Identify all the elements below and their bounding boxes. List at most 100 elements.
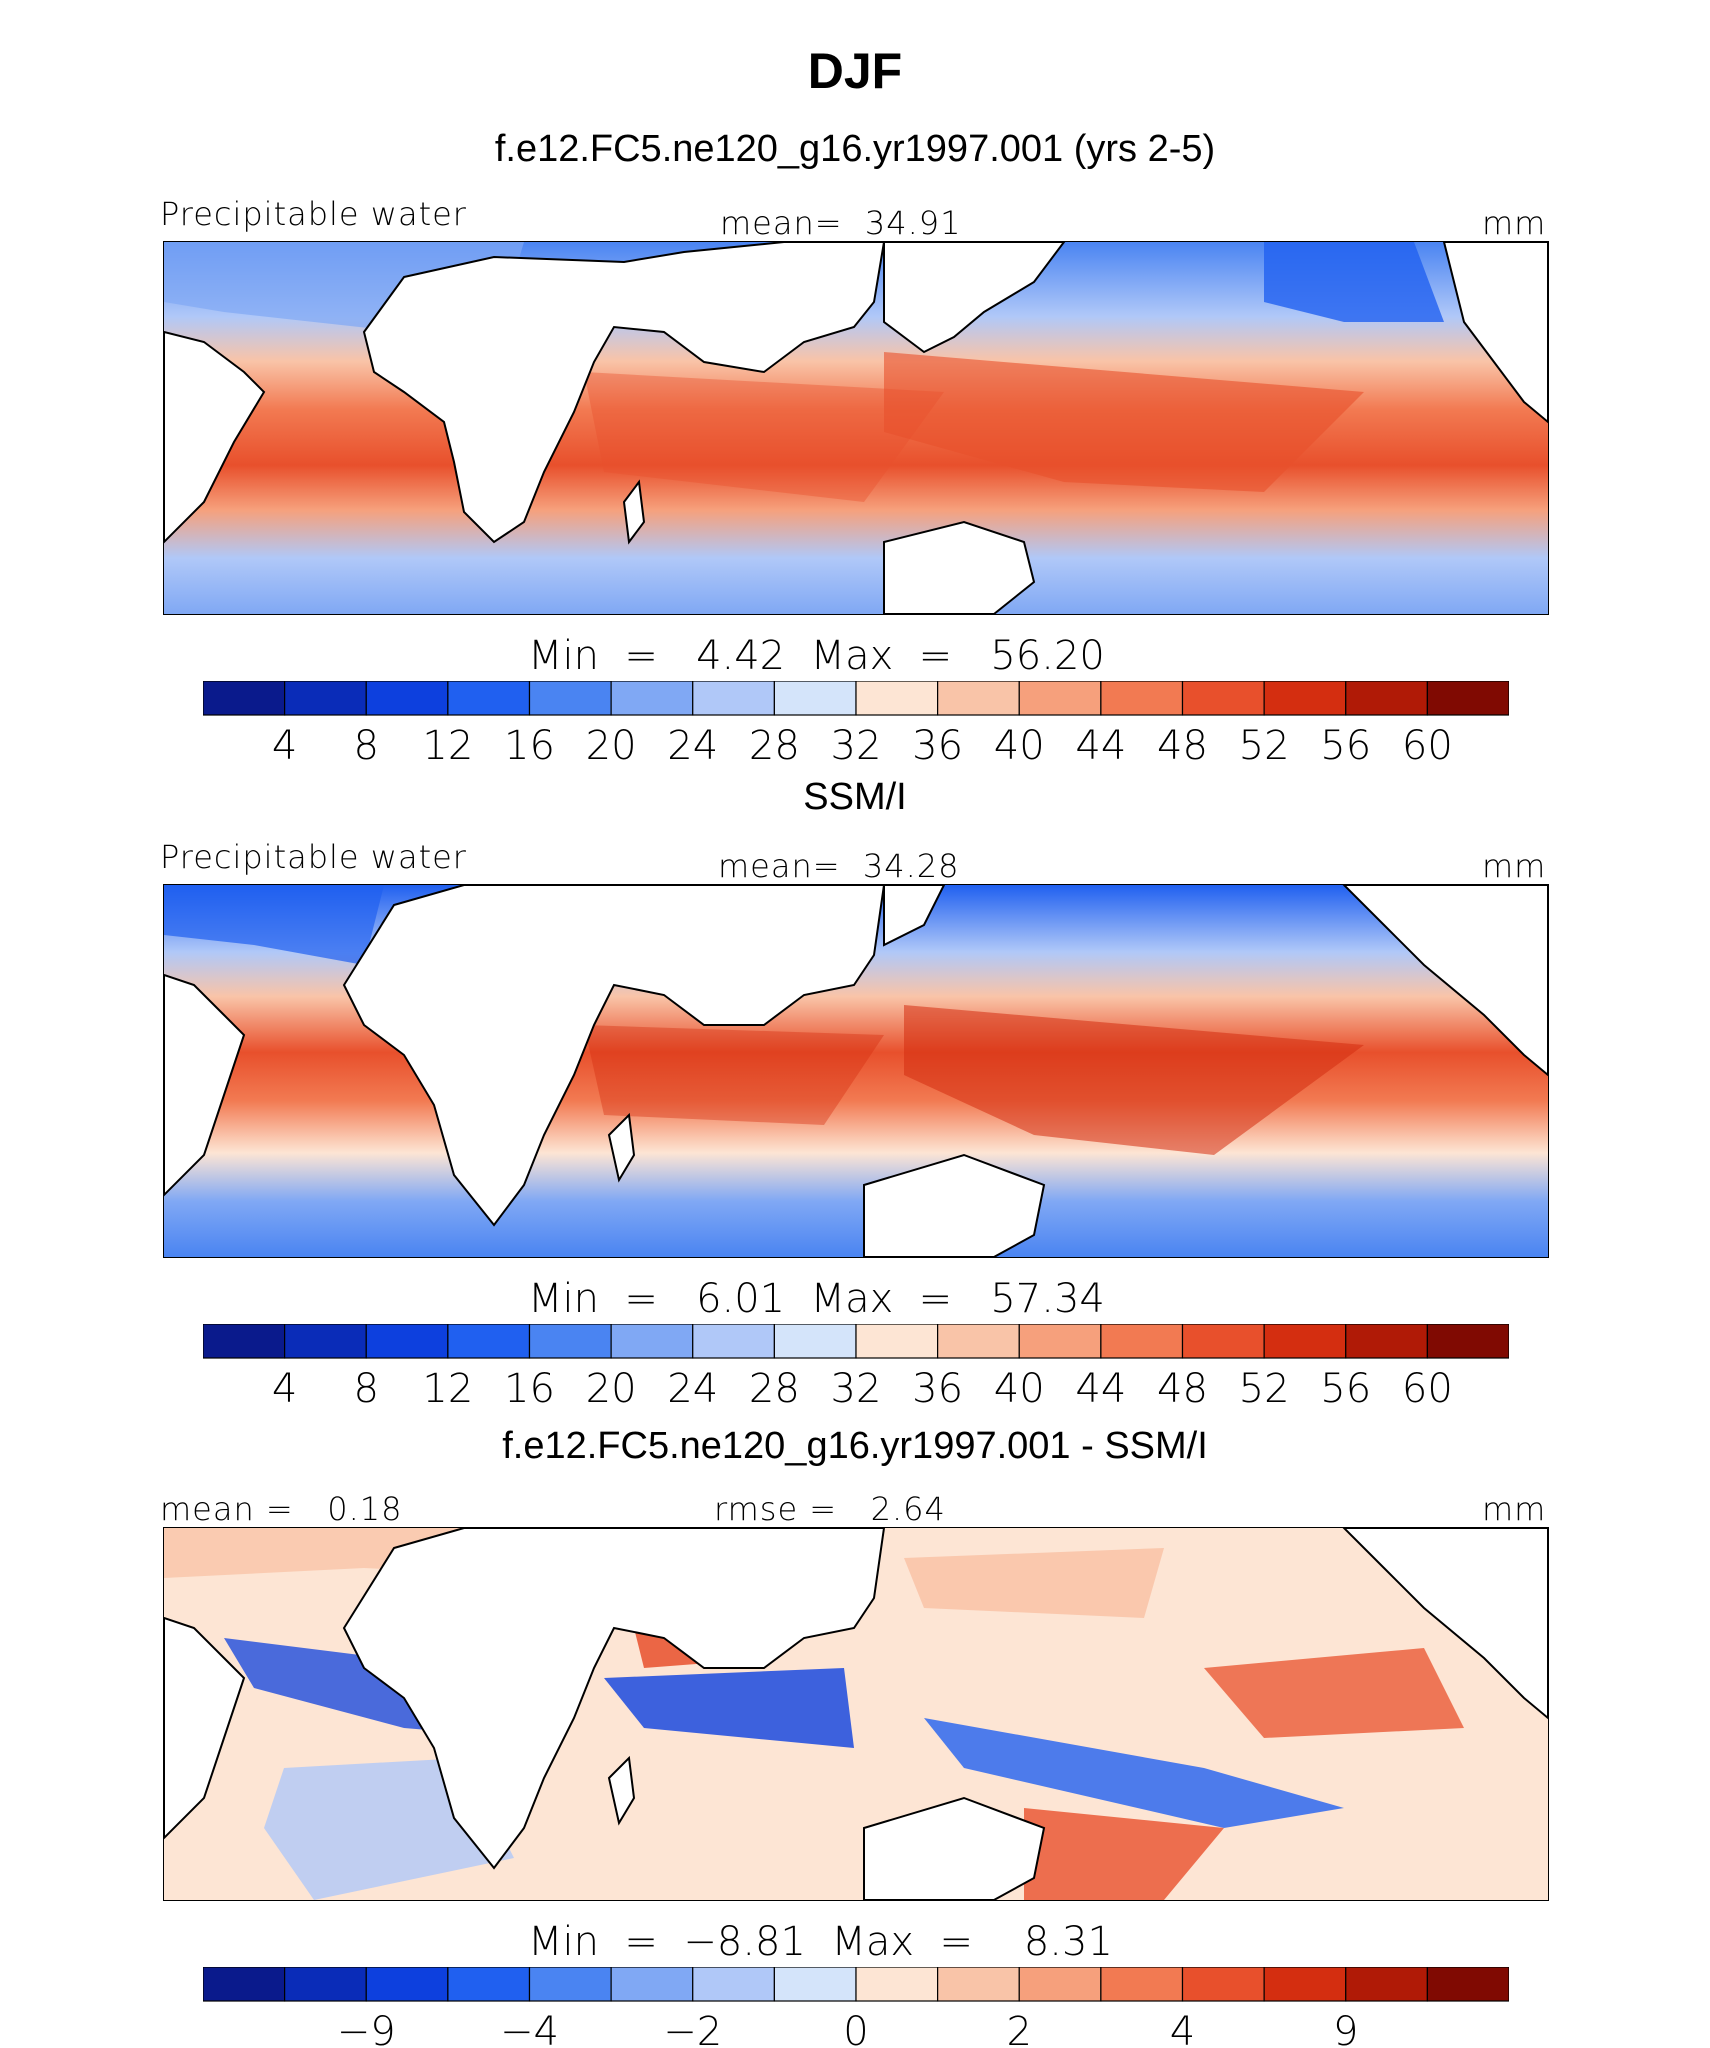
colorbar-box <box>855 1967 939 2002</box>
colorbar-tick-label: 2 <box>1007 2009 1032 2048</box>
colorbar-box <box>1018 1967 1102 2002</box>
colorbar-tick-label: 44 <box>1075 1366 1126 1412</box>
colorbar-box <box>773 681 857 716</box>
colorbar-box <box>1345 681 1428 716</box>
colorbar-tick-label: 28 <box>749 1366 800 1412</box>
panel-2-variable-label: Precipitable water <box>160 838 467 876</box>
colorbar-box <box>1345 1324 1428 1359</box>
colorbar-box <box>284 681 367 716</box>
colorbar-box <box>1263 681 1347 716</box>
colorbar-tick-label: 24 <box>667 723 718 769</box>
panel-2-minmax: Min = 6.01 Max = 57.34 <box>528 1276 1105 1322</box>
colorbar-tick-label: 24 <box>667 1366 718 1412</box>
panel-3-heading: f.e12.FC5.ne120_g16.yr1997.001 - SSM/I <box>502 1425 1208 1467</box>
colorbar-tick-label: 60 <box>1402 723 1453 769</box>
colorbar-tick-label: 20 <box>586 723 637 769</box>
panel-1-mean-label: mean= 34.91 <box>720 204 962 242</box>
colorbar-box <box>528 1967 612 2002</box>
colorbar-box <box>1181 681 1265 716</box>
colorbar-tick-label: 60 <box>1402 1366 1453 1412</box>
panel-3-rmse-label: rmse = 2.64 <box>714 1490 946 1528</box>
colorbar-box <box>773 1967 857 2002</box>
panel-1-units-label: mm <box>1482 204 1547 242</box>
colorbar-box <box>203 1967 286 2002</box>
colorbar-box <box>1426 1324 1509 1359</box>
colorbar-tick-label: 16 <box>504 1366 555 1412</box>
colorbar-tick-label: 32 <box>831 723 882 769</box>
colorbar-tick-label: 40 <box>994 1366 1045 1412</box>
panel-3-colorbar: −9 −4 −2 0 2 4 9 <box>203 1967 1509 2048</box>
colorbar-box <box>203 681 286 716</box>
colorbar-tick-label: 56 <box>1320 1366 1371 1412</box>
panel-1-colorbar: 4 8 12 16 20 24 28 32 36 40 44 48 52 56 60 <box>203 681 1509 769</box>
colorbar-box <box>855 681 939 716</box>
colorbar-tick-label: 56 <box>1320 723 1371 769</box>
colorbar-box <box>1345 1967 1428 2002</box>
colorbar-box <box>937 1967 1020 2002</box>
colorbar-tick-label: 36 <box>912 723 963 769</box>
panel-1-land <box>164 242 1548 614</box>
colorbar-box <box>1263 1324 1347 1359</box>
colorbar-tick-label: −9 <box>337 2009 396 2048</box>
panel-1-heading: f.e12.FC5.ne120_g16.yr1997.001 (yrs 2-5) <box>494 128 1216 170</box>
colorbar-box <box>1100 1324 1184 1359</box>
colorbar-box <box>528 681 612 716</box>
panel-3-units-label: mm <box>1482 1490 1547 1528</box>
colorbar-tick-label: 48 <box>1157 1366 1208 1412</box>
colorbar-tick-label: 8 <box>354 1366 379 1412</box>
figure-title: DJF <box>807 43 903 99</box>
colorbar-box <box>937 1324 1020 1359</box>
colorbar-box <box>610 1324 694 1359</box>
colorbar-tick-label: 32 <box>831 1366 882 1412</box>
colorbar-box <box>1181 1967 1265 2002</box>
colorbar-box <box>447 1967 531 2002</box>
colorbar-box <box>528 1324 612 1359</box>
panel-3-minmax: Min = −8.81 Max = 8.31 <box>528 1919 1113 1965</box>
colorbar-box <box>692 1967 775 2002</box>
colorbar-box <box>447 681 531 716</box>
colorbar-box <box>1181 1324 1265 1359</box>
panel-3-map <box>163 1527 1549 1901</box>
panel-2-land <box>164 885 1548 1257</box>
colorbar-box <box>1100 681 1184 716</box>
panel-1-map <box>163 241 1549 615</box>
colorbar-box <box>365 1324 449 1359</box>
colorbar-tick-label: 16 <box>504 723 555 769</box>
colorbar-box <box>284 1967 367 2002</box>
colorbar-box <box>365 681 449 716</box>
colorbar-box <box>284 1324 367 1359</box>
colorbar-tick-label: 52 <box>1239 723 1290 769</box>
panel-2-colorbar: 4 8 12 16 20 24 28 32 36 40 44 48 52 56 60 <box>203 1324 1509 1412</box>
colorbar-tick-label: 4 <box>1170 2009 1195 2048</box>
colorbar-tick-label: 28 <box>749 723 800 769</box>
colorbar-tick-label: 40 <box>994 723 1045 769</box>
colorbar-tick-label: 44 <box>1075 723 1126 769</box>
colorbar-box <box>1018 681 1102 716</box>
colorbar-box <box>1263 1967 1347 2002</box>
colorbar-box <box>1426 681 1509 716</box>
colorbar-tick-label: 12 <box>422 723 473 769</box>
colorbar-box <box>1426 1967 1509 2002</box>
colorbar-box <box>447 1324 531 1359</box>
colorbar-tick-label: 48 <box>1157 723 1208 769</box>
panel-2-mean-label: mean= 34.28 <box>718 847 960 885</box>
colorbar-tick-label: 4 <box>272 723 297 769</box>
colorbar-box <box>692 681 775 716</box>
colorbar-tick-label: 8 <box>354 723 379 769</box>
colorbar-tick-label: 20 <box>586 1366 637 1412</box>
colorbar-box <box>365 1967 449 2002</box>
colorbar-tick-label: −4 <box>500 2009 559 2048</box>
colorbar-tick-label: −2 <box>663 2009 722 2048</box>
colorbar-box <box>1100 1967 1184 2002</box>
colorbar-box <box>692 1324 775 1359</box>
colorbar-tick-label: 52 <box>1239 1366 1290 1412</box>
panel-1-variable-label: Precipitable water <box>160 195 467 233</box>
colorbar-tick-label: 9 <box>1333 2009 1358 2048</box>
panel-1-minmax: Min = 4.42 Max = 56.20 <box>528 633 1105 679</box>
panel-3-mean-label: mean = 0.18 <box>160 1490 403 1528</box>
panel-2-heading: SSM/I <box>803 776 907 818</box>
colorbar-box <box>773 1324 857 1359</box>
colorbar-box <box>1018 1324 1102 1359</box>
colorbar-box <box>855 1324 939 1359</box>
colorbar-tick-label: 12 <box>422 1366 473 1412</box>
